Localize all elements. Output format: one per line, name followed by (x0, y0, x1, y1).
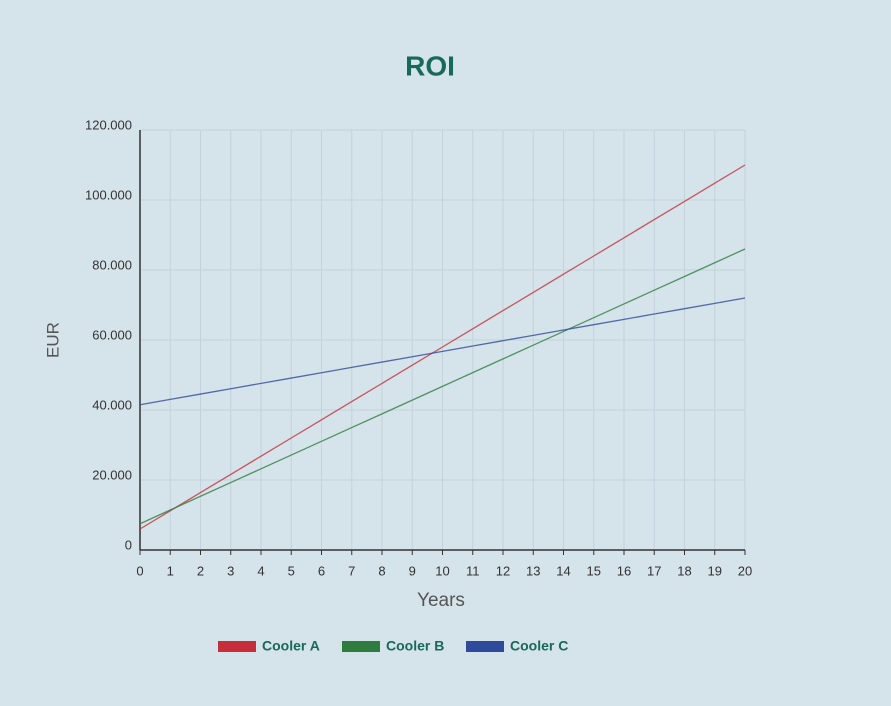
x-tick-label: 16 (617, 563, 631, 578)
x-tick-label: 6 (318, 563, 325, 578)
x-tick-label: 0 (136, 563, 143, 578)
x-axis-label: Years (417, 590, 465, 611)
x-tick-label: 10 (435, 563, 449, 578)
x-tick-label: 13 (526, 563, 540, 578)
x-tick-label: 12 (496, 563, 510, 578)
x-tick-label: 17 (647, 563, 661, 578)
x-tick-label: 2 (197, 563, 204, 578)
legend-label: Cooler A (262, 638, 320, 654)
x-tick-label: 20 (738, 563, 752, 578)
x-tick-label: 11 (466, 563, 480, 578)
x-tick-label: 4 (257, 563, 264, 578)
legend-swatch (218, 641, 256, 652)
x-tick-label: 1 (167, 563, 174, 578)
series-line (139, 248, 746, 525)
x-tick-label: 9 (409, 563, 416, 578)
x-tick-label: 19 (708, 563, 722, 578)
x-tick-label: 14 (556, 563, 570, 578)
y-tick-label: 80.000 (92, 257, 132, 272)
legend-label: Cooler C (510, 638, 568, 654)
y-tick-label: 100.000 (85, 187, 132, 202)
x-tick-label: 7 (348, 563, 355, 578)
x-tick-label: 8 (378, 563, 385, 578)
x-tick-label: 3 (227, 563, 234, 578)
legend-label: Cooler B (386, 638, 444, 654)
y-tick-label: 120.000 (85, 117, 132, 132)
legend-swatch (466, 641, 504, 652)
legend-swatch (342, 641, 380, 652)
x-tick-label: 15 (587, 563, 601, 578)
series-line (139, 297, 746, 406)
x-tick-label: 5 (288, 563, 295, 578)
y-tick-label: 40.000 (92, 397, 132, 412)
y-tick-label: 0 (125, 537, 132, 552)
y-tick-label: 60.000 (92, 327, 132, 342)
y-axis-label: EUR (43, 322, 62, 358)
y-tick-label: 20.000 (92, 467, 132, 482)
chart-title: ROI (405, 50, 455, 81)
x-tick-label: 18 (677, 563, 691, 578)
series-line (139, 164, 746, 530)
